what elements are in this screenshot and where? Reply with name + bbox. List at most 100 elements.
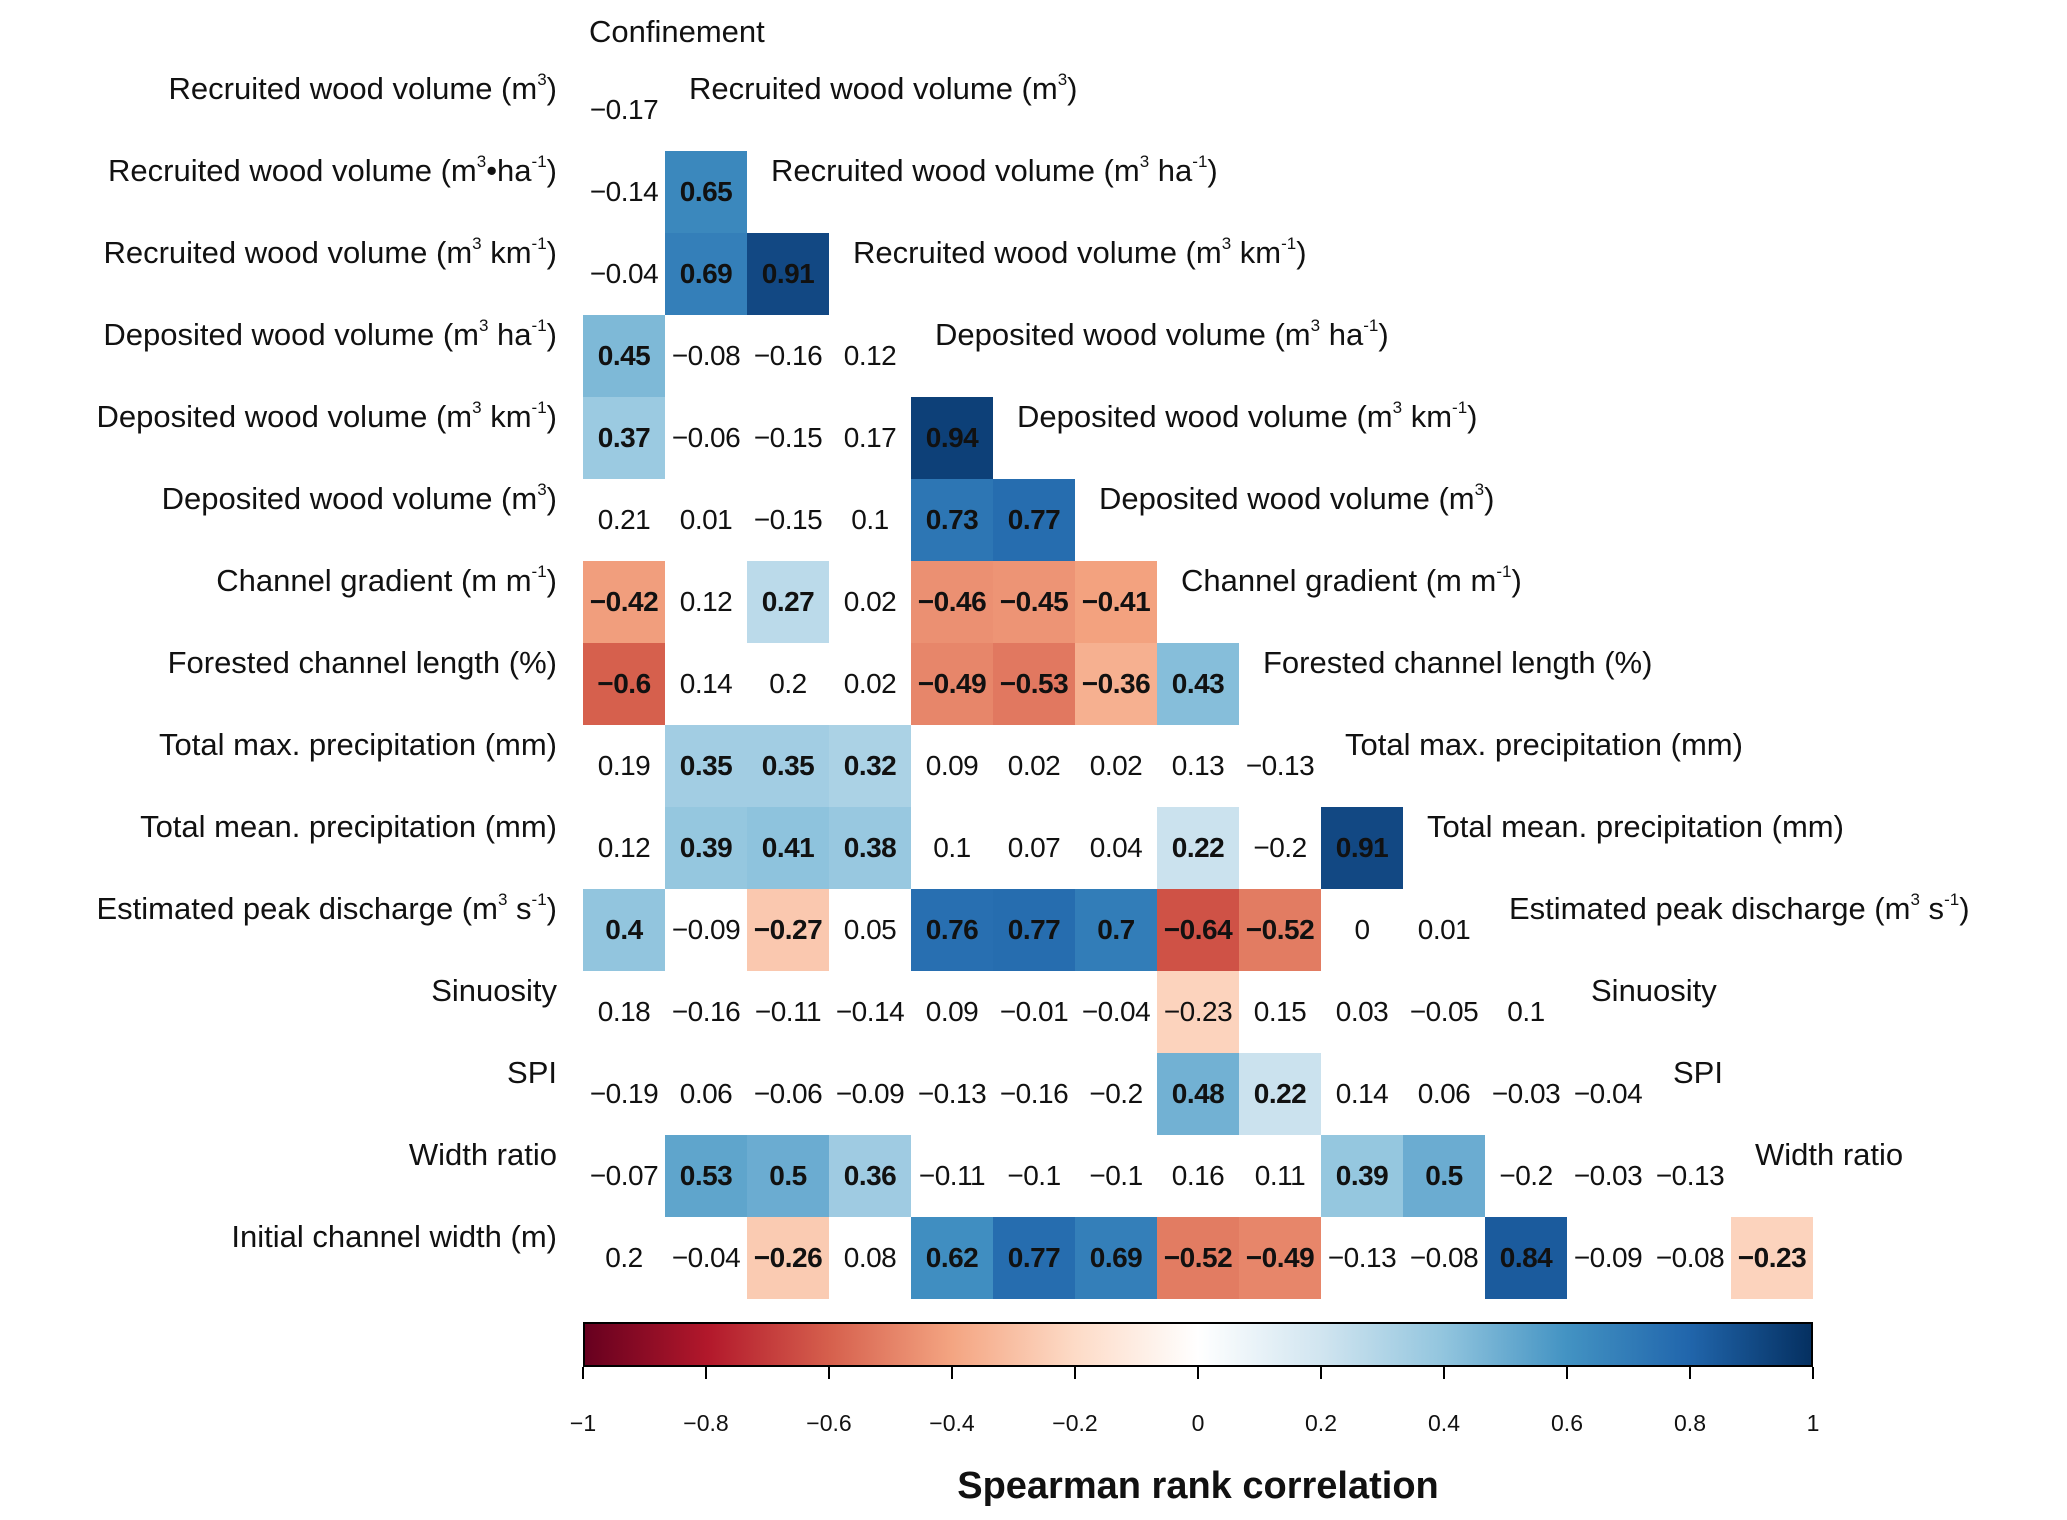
- colorbar-tick-label: 0.2: [1305, 1410, 1337, 1436]
- heatmap-cell: −0.13: [1239, 725, 1321, 807]
- heatmap-cell: 0.84: [1485, 1217, 1567, 1299]
- heatmap-cell: 0.02: [1075, 725, 1157, 807]
- heatmap-cell: −0.09: [829, 1053, 911, 1135]
- heatmap-cell: 0.94: [911, 397, 993, 479]
- heatmap-cell: 0.02: [829, 643, 911, 725]
- heatmap-cell: −0.2: [1239, 807, 1321, 889]
- column-label: Width ratio: [1755, 1137, 1904, 1172]
- heatmap-cell: 0.13: [1157, 725, 1239, 807]
- heatmap-cell: −0.16: [747, 315, 829, 397]
- heatmap-cell: 0.65: [665, 151, 747, 233]
- heatmap-cell: 0.4: [583, 889, 665, 971]
- row-label: Estimated peak discharge (m3 s-1): [96, 890, 557, 926]
- heatmap-cell: 0.02: [829, 561, 911, 643]
- row-label: Channel gradient (m m-1): [216, 562, 557, 598]
- heatmap-cell: 0.1: [1485, 971, 1567, 1053]
- colorbar-tick: [828, 1367, 830, 1379]
- heatmap-cell: −0.13: [1321, 1217, 1403, 1299]
- colorbar-tick-label: 0.6: [1551, 1410, 1583, 1436]
- heatmap-cell: 0.16: [1157, 1135, 1239, 1217]
- row-label: Recruited wood volume (m3•ha-1): [108, 152, 557, 188]
- column-label: Deposited wood volume (m3): [1099, 480, 1495, 516]
- heatmap-cell: −0.14: [829, 971, 911, 1053]
- heatmap-cell: 0.14: [665, 643, 747, 725]
- heatmap-cell: 0.76: [911, 889, 993, 971]
- heatmap-cell: 0.41: [747, 807, 829, 889]
- column-label: Channel gradient (m m-1): [1181, 562, 1522, 598]
- heatmap-cell: −0.15: [747, 397, 829, 479]
- heatmap-cell: −0.03: [1485, 1053, 1567, 1135]
- heatmap-cell: 0.01: [1403, 889, 1485, 971]
- heatmap-cell: 0.5: [1403, 1135, 1485, 1217]
- heatmap-cell: 0.77: [993, 889, 1075, 971]
- colorbar-tick: [582, 1367, 584, 1379]
- row-label: Initial channel width (m): [231, 1219, 557, 1254]
- heatmap-cell: 0.19: [583, 725, 665, 807]
- column-label: Sinuosity: [1591, 973, 1717, 1008]
- column-label: Confinement: [589, 14, 765, 49]
- row-label: Forested channel length (%): [167, 645, 557, 680]
- column-label: Deposited wood volume (m3 km-1): [1017, 398, 1478, 434]
- colorbar-tick-label: −1: [569, 1410, 597, 1436]
- heatmap-cell: 0.39: [665, 807, 747, 889]
- heatmap-cell: −0.04: [1075, 971, 1157, 1053]
- heatmap-cell: −0.45: [993, 561, 1075, 643]
- row-label: Total max. precipitation (mm): [159, 727, 557, 762]
- heatmap-cell: −0.49: [911, 643, 993, 725]
- heatmap-cell: −0.1: [993, 1135, 1075, 1217]
- colorbar-tick: [1566, 1367, 1568, 1379]
- heatmap-cell: −0.03: [1567, 1135, 1649, 1217]
- heatmap-cell: −0.06: [665, 397, 747, 479]
- heatmap-cell: 0.12: [583, 807, 665, 889]
- heatmap-cell: 0.27: [747, 561, 829, 643]
- heatmap-cell: −0.09: [665, 889, 747, 971]
- row-label: Recruited wood volume (m3): [168, 70, 558, 106]
- heatmap-cell: −0.01: [993, 971, 1075, 1053]
- heatmap-cell: −0.2: [1075, 1053, 1157, 1135]
- heatmap-cell: 0.11: [1239, 1135, 1321, 1217]
- colorbar-tick: [1197, 1367, 1199, 1379]
- heatmap-cell: −0.6: [583, 643, 665, 725]
- heatmap-cell: −0.07: [583, 1135, 665, 1217]
- colorbar-tick: [951, 1367, 953, 1379]
- heatmap-cell: −0.06: [747, 1053, 829, 1135]
- colorbar-tick-label: 0: [1191, 1410, 1205, 1436]
- heatmap-cell: −0.11: [911, 1135, 993, 1217]
- colorbar-tick-label: −0.8: [683, 1410, 729, 1436]
- heatmap-cell: 0.14: [1321, 1053, 1403, 1135]
- heatmap-cell: −0.05: [1403, 971, 1485, 1053]
- heatmap-cell: 0.91: [1321, 807, 1403, 889]
- heatmap-cell: 0.17: [829, 397, 911, 479]
- colorbar-tick-label: 0.4: [1428, 1410, 1460, 1436]
- colorbar-tick-label: −0.6: [806, 1410, 852, 1436]
- column-label: Forested channel length (%): [1263, 645, 1653, 680]
- row-label: Total mean. precipitation (mm): [140, 809, 557, 844]
- heatmap-cell: 0.77: [993, 479, 1075, 561]
- row-label: Deposited wood volume (m3 ha-1): [103, 316, 557, 352]
- heatmap-cell: 0.53: [665, 1135, 747, 1217]
- heatmap-cell: −0.23: [1731, 1217, 1813, 1299]
- row-label: SPI: [507, 1055, 557, 1090]
- heatmap-cell: 0.21: [583, 479, 665, 561]
- heatmap-cell: −0.46: [911, 561, 993, 643]
- heatmap-cell: 0.01: [665, 479, 747, 561]
- heatmap-cell: −0.08: [665, 315, 747, 397]
- heatmap-cell: −0.52: [1157, 1217, 1239, 1299]
- heatmap-cell: 0.35: [665, 725, 747, 807]
- heatmap-cell: −0.49: [1239, 1217, 1321, 1299]
- colorbar-tick-label: 0.8: [1674, 1410, 1706, 1436]
- heatmap-cell: −0.2: [1485, 1135, 1567, 1217]
- heatmap-cell: −0.17: [583, 69, 665, 151]
- heatmap-cell: −0.42: [583, 561, 665, 643]
- heatmap-cell: 0.06: [1403, 1053, 1485, 1135]
- heatmap-cell: −0.41: [1075, 561, 1157, 643]
- heatmap-cell: −0.13: [911, 1053, 993, 1135]
- heatmap-cell: 0.15: [1239, 971, 1321, 1053]
- heatmap-cell: −0.09: [1567, 1217, 1649, 1299]
- heatmap-cell: 0.1: [829, 479, 911, 561]
- row-label: Deposited wood volume (m3): [161, 480, 557, 516]
- heatmap-cell: −0.16: [993, 1053, 1075, 1135]
- heatmap-cell: 0.48: [1157, 1053, 1239, 1135]
- colorbar-tick: [1689, 1367, 1691, 1379]
- heatmap-cell: 0.36: [829, 1135, 911, 1217]
